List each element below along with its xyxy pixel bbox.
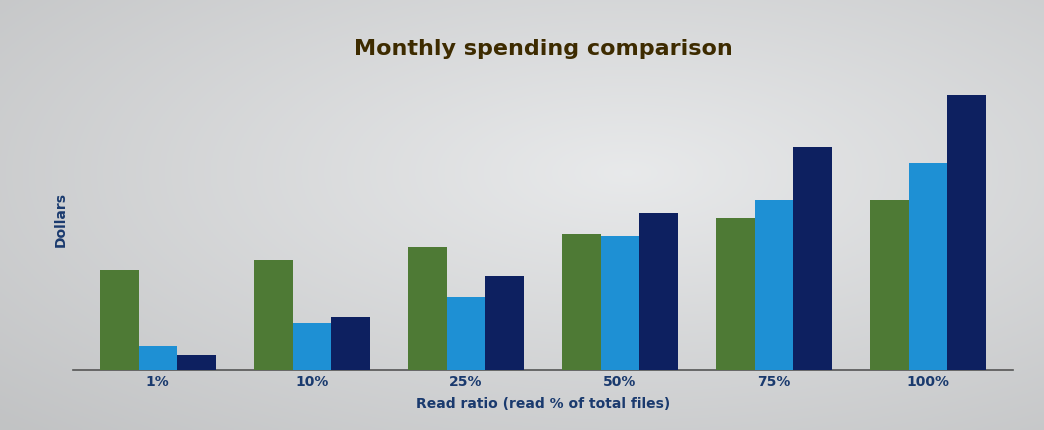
X-axis label: Read ratio (read % of total files): Read ratio (read % of total files): [416, 397, 670, 411]
Bar: [254, 260, 292, 370]
Bar: [562, 233, 600, 370]
Bar: [755, 200, 793, 370]
Bar: [871, 200, 908, 370]
Bar: [716, 218, 755, 370]
Bar: [639, 213, 678, 370]
Bar: [447, 297, 485, 370]
Y-axis label: Dollars: Dollars: [53, 192, 68, 247]
Bar: [908, 163, 947, 370]
Bar: [947, 95, 986, 370]
Bar: [100, 270, 139, 370]
Title: Monthly spending comparison: Monthly spending comparison: [354, 39, 732, 59]
Bar: [485, 276, 524, 370]
Bar: [600, 237, 639, 370]
Bar: [292, 322, 331, 370]
Bar: [177, 356, 215, 370]
Bar: [793, 147, 832, 370]
Bar: [139, 346, 177, 370]
Bar: [331, 317, 370, 370]
Bar: [408, 247, 447, 370]
